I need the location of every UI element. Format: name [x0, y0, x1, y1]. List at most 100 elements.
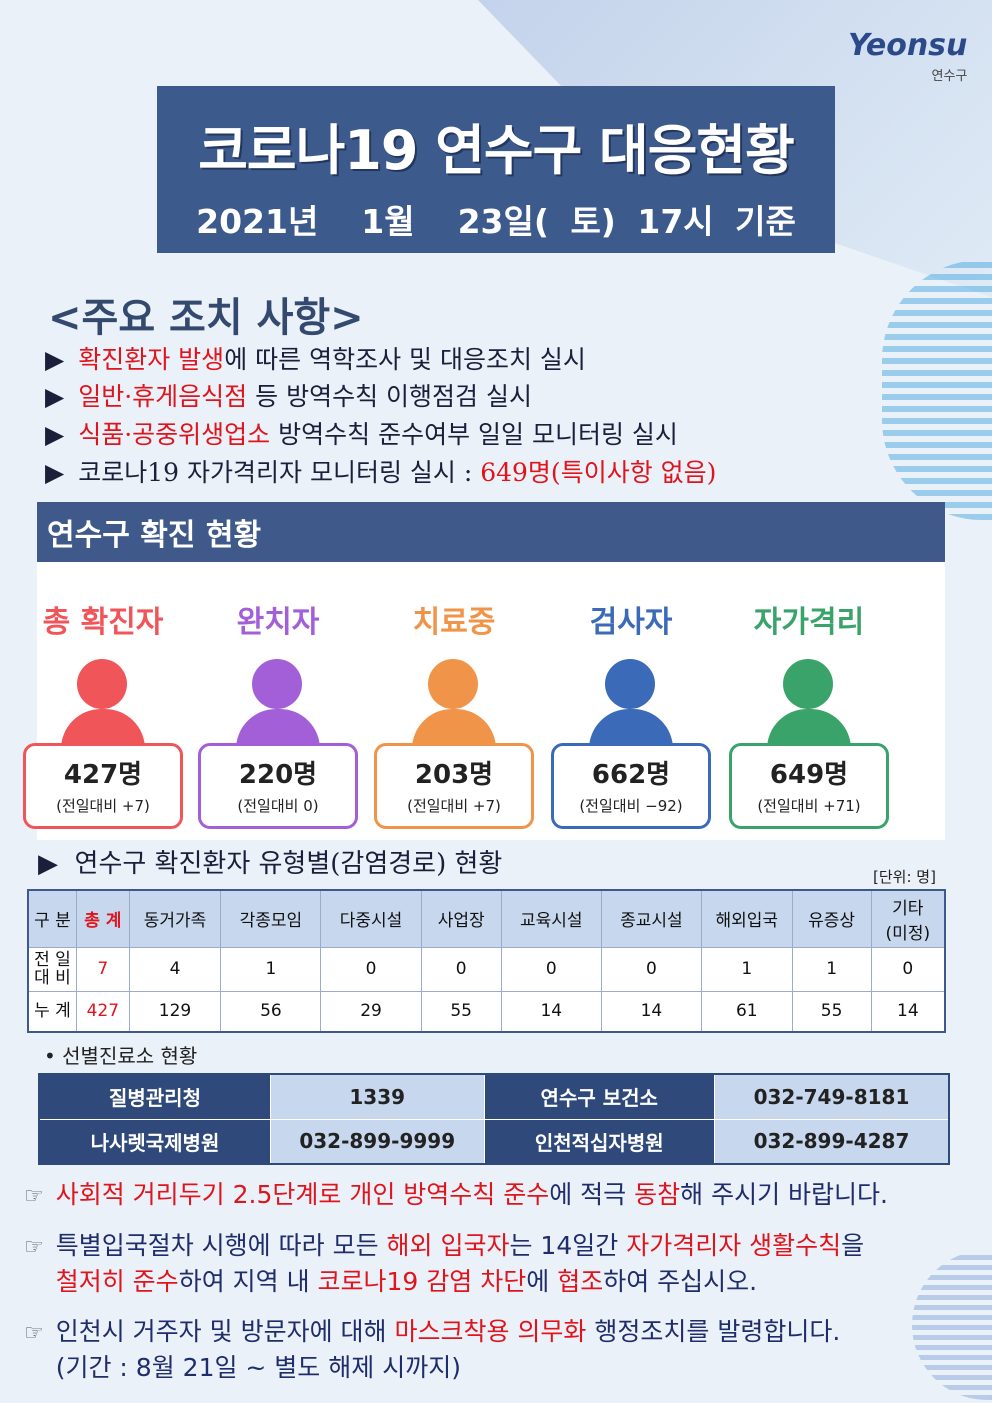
status-card: 완치자 220명 (전일대비 0) [193, 562, 363, 829]
clinic-phone: 032-899-4287 [713, 1118, 950, 1165]
text-segment: 하여 주십시오. [603, 1267, 758, 1296]
clinic-phone: 032-749-8181 [713, 1073, 950, 1120]
column-header: 유증상 [791, 889, 872, 948]
card-change: (전일대비 −92) [579, 797, 683, 815]
row-header: 누 계 [27, 990, 77, 1033]
background-decoration [882, 260, 992, 520]
table-cell: 129 [128, 990, 222, 1033]
page-title: 코로나19 연수구 대응현황 [198, 119, 795, 182]
notice-line: ☞ 특별입국절차 시행에 따라 모든 해외 입국자는 14일간 자가격리자 생활수… [24, 1227, 864, 1266]
card-label: 검사자 [589, 605, 673, 640]
card-value: 203명 [414, 760, 494, 790]
logo-text: Yeonsu [848, 28, 968, 63]
table-cell: 0 [320, 946, 422, 992]
text-segment: 해 주시기 바랍니다. [680, 1180, 888, 1209]
text-segment: (기간 : 8월 21일 ~ 별도 해제 시까지) [55, 1353, 461, 1382]
table-cell: 55 [791, 990, 872, 1033]
yeonsu-logo: Yeonsu 연수구 [848, 28, 967, 84]
highlight-text: 확진환자 발생 [78, 345, 225, 374]
notice-line: ☞ 인천시 거주자 및 방문자에 대해 마스크착용 의무화 행정조치를 발령합니다… [24, 1313, 840, 1352]
routes-title: ▶ 연수구 확진환자 유형별(감염경로) 현황 [38, 849, 503, 879]
status-card: 자가격리 649명 (전일대비 +71) [724, 562, 894, 829]
column-header: 다중시설 [320, 889, 422, 948]
column-header: 구 분 [27, 889, 77, 948]
highlight-text: 식품·공중위생업소 [78, 420, 271, 449]
card-change: (전일대비 +7) [407, 797, 501, 815]
card-label: 총 확진자 [42, 605, 164, 640]
table-cell: 55 [420, 990, 502, 1033]
arrow-icon: ▶ [45, 382, 65, 411]
card-value-box: 203명 (전일대비 +7) [374, 743, 534, 829]
page-subtitle: 2021년 1월 23일( 토) 17시 기준 [196, 202, 796, 241]
table-cell: 0 [870, 946, 946, 992]
status-section-header: 연수구 확진 현황 [37, 502, 945, 562]
highlight-text: 코로나19 감염 차단 [317, 1267, 527, 1296]
table-cell: 61 [700, 990, 793, 1033]
measure-item: ▶ 코로나19 자가격리자 모니터링 실시 : 649명(특이사항 없음) [45, 453, 716, 489]
card-change: (전일대비 0) [237, 797, 319, 815]
arrow-icon: ▶ [45, 345, 65, 374]
highlight-text: 일반·휴게음식점 [78, 382, 248, 411]
highlight-text: 해외 입국자 [386, 1231, 510, 1260]
table-cell: 0 [420, 946, 502, 992]
logo-sub: 연수구 [931, 69, 968, 84]
table-cell: 0 [600, 946, 702, 992]
table-cell: 14 [500, 990, 602, 1033]
card-value: 220명 [238, 760, 318, 790]
text-segment: 코로나19 자가격리자 모니터링 실시 : [78, 458, 481, 487]
clinic-name: 연수구 보건소 [483, 1073, 715, 1120]
card-change: (전일대비 +71) [757, 797, 861, 815]
column-header: 사업장 [420, 889, 502, 948]
table-cell: 1 [220, 946, 322, 992]
table-cell: 56 [220, 990, 322, 1033]
background-decoration [912, 1250, 992, 1400]
text-segment: 방역수칙 준수여부 일일 모니터링 실시 [270, 420, 678, 449]
column-header: 종교시설 [600, 889, 702, 948]
text-segment: 행정조치를 발령합니다. [586, 1317, 841, 1346]
card-value-box: 220명 (전일대비 0) [198, 743, 358, 829]
clinic-phone: 1339 [269, 1073, 485, 1120]
text-segment: 에 따른 역학조사 및 대응조치 실시 [224, 345, 586, 374]
measure-item: ▶ 식품·공중위생업소 방역수칙 준수여부 일일 모니터링 실시 [45, 415, 678, 451]
measures-title: <주요 조치 사항> [48, 295, 364, 341]
highlight-text: 자가격리자 생활수칙 [626, 1231, 842, 1260]
card-change: (전일대비 +7) [56, 797, 150, 815]
status-card: 치료중 203명 (전일대비 +7) [369, 562, 539, 829]
card-value: 427명 [63, 760, 143, 790]
status-card: 총 확진자 427명 (전일대비 +7) [18, 562, 188, 829]
column-header: 총 계 [75, 889, 130, 948]
card-value-box: 427명 (전일대비 +7) [23, 743, 183, 829]
pointing-hand-icon: ☞ [24, 1235, 44, 1260]
arrow-icon: ▶ [45, 458, 65, 487]
highlight-text: 마스크착용 의무화 [394, 1317, 587, 1346]
clinic-row: 질병관리청 1339 연수구 보건소 032-749-8181 [38, 1073, 950, 1120]
person-icon [724, 659, 894, 759]
highlight-text: 사회적 거리두기 2.5단계로 개인 방역수칙 준수 [55, 1180, 550, 1209]
highlight-text: 철저히 준수 [55, 1267, 179, 1296]
table-cell: 1 [700, 946, 793, 992]
row-header: 전 일 대 비 [27, 946, 77, 992]
pointing-hand-icon: ☞ [24, 1321, 44, 1346]
card-value-box: 649명 (전일대비 +71) [729, 743, 889, 829]
notice-line: ☞(기간 : 8월 21일 ~ 별도 해제 시까지) [24, 1349, 461, 1388]
text-segment: 등 방역수칙 이행점검 실시 [247, 382, 532, 411]
table-cell: 29 [320, 990, 422, 1033]
table-cell: 14 [870, 990, 946, 1033]
arrow-icon: ▶ [45, 420, 65, 449]
column-header: 동거가족 [128, 889, 222, 948]
text-segment: 에 [526, 1267, 558, 1296]
clinic-name: 인천적십자병원 [483, 1118, 715, 1165]
measure-item: ▶ 일반·휴게음식점 등 방역수칙 이행점검 실시 [45, 377, 532, 413]
table-cell: 7 [75, 946, 130, 992]
card-value: 662명 [591, 760, 671, 790]
unit-label: [단위: 명] [873, 868, 936, 886]
status-panel: 총 확진자 427명 (전일대비 +7) 완치자 220명 (전일대비 0) 치료중… [23, 562, 945, 840]
notice-line: ☞ 사회적 거리두기 2.5단계로 개인 방역수칙 준수에 적극 동참해 주시기 … [24, 1176, 888, 1215]
table-cell: 427 [75, 990, 130, 1033]
card-label: 완치자 [236, 605, 320, 640]
routes-title-text: 연수구 확진환자 유형별(감염경로) 현황 [74, 849, 503, 879]
text-segment: 특별입국절차 시행에 따라 모든 [55, 1231, 387, 1260]
table-cell: 1 [791, 946, 872, 992]
column-header: 각종모임 [220, 889, 322, 948]
